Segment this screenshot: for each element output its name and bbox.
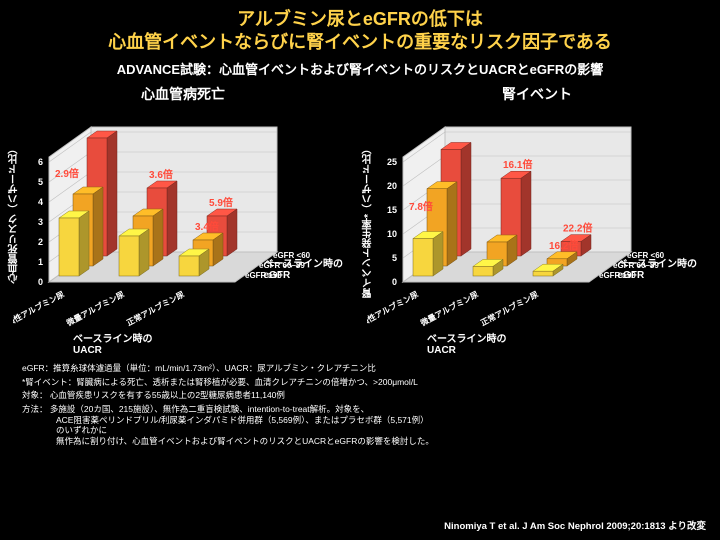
svg-text:2: 2 bbox=[38, 237, 43, 247]
svg-text:0: 0 bbox=[38, 277, 43, 287]
svg-text:顕性アルブミン尿: 顕性アルブミン尿 bbox=[367, 289, 420, 328]
svg-text:5: 5 bbox=[392, 253, 397, 263]
svg-text:5.9倍: 5.9倍 bbox=[209, 196, 233, 209]
svg-text:6: 6 bbox=[38, 157, 43, 167]
svg-text:16.1倍: 16.1倍 bbox=[503, 158, 532, 171]
svg-text:22.2倍: 22.2倍 bbox=[563, 222, 592, 235]
right-chart: 0 5 10 15 20 25 7.8倍 16.1倍 22.2倍 16.2倍顕性アルブミン尿微量ア… bbox=[367, 106, 707, 336]
svg-text:7.8倍: 7.8倍 bbox=[409, 200, 433, 213]
svg-text:5: 5 bbox=[38, 177, 43, 187]
left-z-axis-label: ベースライン時のeGFR bbox=[264, 259, 344, 281]
right-chart-title: 腎イベント bbox=[367, 84, 707, 104]
svg-text:0: 0 bbox=[392, 277, 397, 287]
left-chart-panel: 心血管病死亡 心血管死リスク（ハザード比） 01234562.9倍3.6倍5.9… bbox=[13, 84, 353, 356]
footnotes: eGFR：推算糸球体濾過量（単位：mL/min/1.73m²）、UACR：尿アル… bbox=[0, 356, 720, 446]
svg-text:3: 3 bbox=[38, 217, 43, 227]
svg-text:1: 1 bbox=[38, 257, 43, 267]
right-chart-panel: 腎イベント 腎イベント発生率*（ハザード比） 05101520257.8倍16.… bbox=[367, 84, 707, 356]
left-chart-title: 心血管病死亡 bbox=[13, 84, 353, 104]
svg-text:正常アルブミン尿: 正常アルブミン尿 bbox=[125, 289, 186, 328]
svg-text:20: 20 bbox=[387, 181, 397, 191]
svg-text:顕性アルブミン尿: 顕性アルブミン尿 bbox=[13, 289, 66, 328]
svg-text:微量アルブミン尿: 微量アルブミン尿 bbox=[64, 289, 126, 328]
svg-text:25: 25 bbox=[387, 157, 397, 167]
svg-text:正常アルブミン尿: 正常アルブミン尿 bbox=[479, 289, 540, 328]
svg-text:微量アルブミン尿: 微量アルブミン尿 bbox=[418, 289, 480, 328]
svg-text:15: 15 bbox=[387, 205, 397, 215]
svg-text:3.6倍: 3.6倍 bbox=[149, 168, 173, 181]
svg-text:2.9倍: 2.9倍 bbox=[55, 167, 79, 180]
svg-text:3.4倍: 3.4倍 bbox=[195, 220, 219, 233]
right-z-axis-label: ベースライン時のeGFR bbox=[618, 259, 698, 281]
left-chart: 0 1 2 3 4 5 6 2.9倍 3.6倍 5.9倍 3.4倍顕性アルブミン尿微量アルブミン尿正… bbox=[13, 106, 353, 336]
subtitle: ADVANCE試験：心血管イベントおよび腎イベントのリスクとUACRとeGFRの… bbox=[0, 55, 720, 84]
svg-text:10: 10 bbox=[387, 229, 397, 239]
citation: Ninomiya T et al. J Am Soc Nephrol 2009;… bbox=[444, 518, 706, 532]
svg-text:4: 4 bbox=[38, 197, 43, 207]
main-title: アルブミン尿とeGFRの低下は 心血管イベントならびに腎イベントの重要なリスク因… bbox=[0, 0, 720, 55]
svg-text:16.2倍: 16.2倍 bbox=[549, 239, 578, 252]
